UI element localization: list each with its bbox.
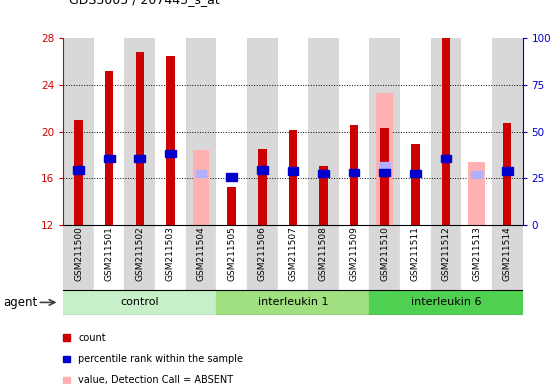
Bar — [349, 169, 360, 176]
Bar — [186, 38, 216, 225]
Bar — [379, 162, 390, 169]
Bar — [278, 38, 308, 225]
Bar — [289, 130, 297, 225]
Bar — [308, 225, 339, 290]
Bar — [400, 38, 431, 225]
Bar — [74, 120, 83, 225]
Text: percentile rank within the sample: percentile rank within the sample — [79, 354, 244, 364]
Bar — [94, 225, 124, 290]
Text: agent: agent — [3, 296, 37, 309]
Bar — [247, 38, 278, 225]
Bar — [124, 225, 155, 290]
Bar — [165, 150, 176, 157]
Bar — [370, 38, 400, 225]
Bar — [411, 144, 420, 225]
Text: GSM211513: GSM211513 — [472, 226, 481, 281]
Bar — [216, 38, 247, 225]
Bar — [124, 38, 155, 225]
Bar — [104, 155, 114, 162]
Bar — [376, 93, 393, 225]
Bar — [155, 225, 186, 290]
Bar — [431, 225, 461, 290]
Text: GSM211506: GSM211506 — [258, 226, 267, 281]
Bar — [381, 128, 389, 225]
Bar — [288, 167, 298, 175]
Bar — [471, 171, 482, 178]
Bar — [166, 56, 175, 225]
Bar — [63, 38, 94, 225]
Text: GSM211505: GSM211505 — [227, 226, 236, 281]
Bar — [216, 290, 370, 315]
Text: GSM211510: GSM211510 — [380, 226, 389, 281]
Text: GDS3005 / 207445_s_at: GDS3005 / 207445_s_at — [69, 0, 219, 6]
Bar — [441, 155, 452, 162]
Text: interleukin 6: interleukin 6 — [411, 297, 481, 308]
Bar — [410, 170, 421, 177]
Bar — [492, 38, 522, 225]
Text: GSM211507: GSM211507 — [288, 226, 298, 281]
Bar — [216, 225, 247, 290]
Bar — [257, 166, 268, 174]
Bar — [461, 38, 492, 225]
Text: GSM211511: GSM211511 — [411, 226, 420, 281]
Bar — [350, 124, 359, 225]
Text: GSM211500: GSM211500 — [74, 226, 83, 281]
Bar — [370, 225, 400, 290]
Text: GSM211514: GSM211514 — [503, 226, 512, 281]
Bar — [94, 38, 124, 225]
Bar — [134, 155, 145, 162]
Bar — [318, 170, 329, 177]
Bar — [227, 187, 236, 225]
Text: interleukin 1: interleukin 1 — [257, 297, 328, 308]
Bar — [63, 290, 216, 315]
Bar — [370, 290, 522, 315]
Text: GSM211509: GSM211509 — [350, 226, 359, 281]
Bar — [400, 225, 431, 290]
Bar — [442, 38, 450, 225]
Text: GSM211504: GSM211504 — [196, 226, 206, 281]
Text: control: control — [120, 297, 159, 308]
Bar — [186, 225, 216, 290]
Bar — [308, 38, 339, 225]
Bar — [63, 225, 94, 290]
Bar — [192, 150, 210, 225]
Text: GSM211503: GSM211503 — [166, 226, 175, 281]
Bar — [278, 225, 308, 290]
Bar — [196, 170, 206, 177]
Bar — [226, 173, 237, 180]
Text: value, Detection Call = ABSENT: value, Detection Call = ABSENT — [79, 375, 234, 384]
Text: GSM211502: GSM211502 — [135, 226, 144, 281]
Bar — [105, 71, 113, 225]
Text: GSM211512: GSM211512 — [442, 226, 450, 281]
Text: count: count — [79, 333, 106, 343]
Bar — [155, 38, 186, 225]
Bar — [339, 225, 370, 290]
Bar — [431, 38, 461, 225]
Bar — [73, 166, 84, 174]
Bar — [339, 38, 370, 225]
Bar — [135, 52, 144, 225]
Bar — [247, 225, 278, 290]
Bar — [379, 169, 390, 176]
Bar — [492, 225, 522, 290]
Bar — [502, 167, 513, 175]
Bar — [468, 162, 485, 225]
Bar — [319, 166, 328, 225]
Text: GSM211508: GSM211508 — [319, 226, 328, 281]
Text: GSM211501: GSM211501 — [104, 226, 114, 281]
Bar — [461, 225, 492, 290]
Bar — [503, 123, 512, 225]
Bar — [258, 149, 267, 225]
